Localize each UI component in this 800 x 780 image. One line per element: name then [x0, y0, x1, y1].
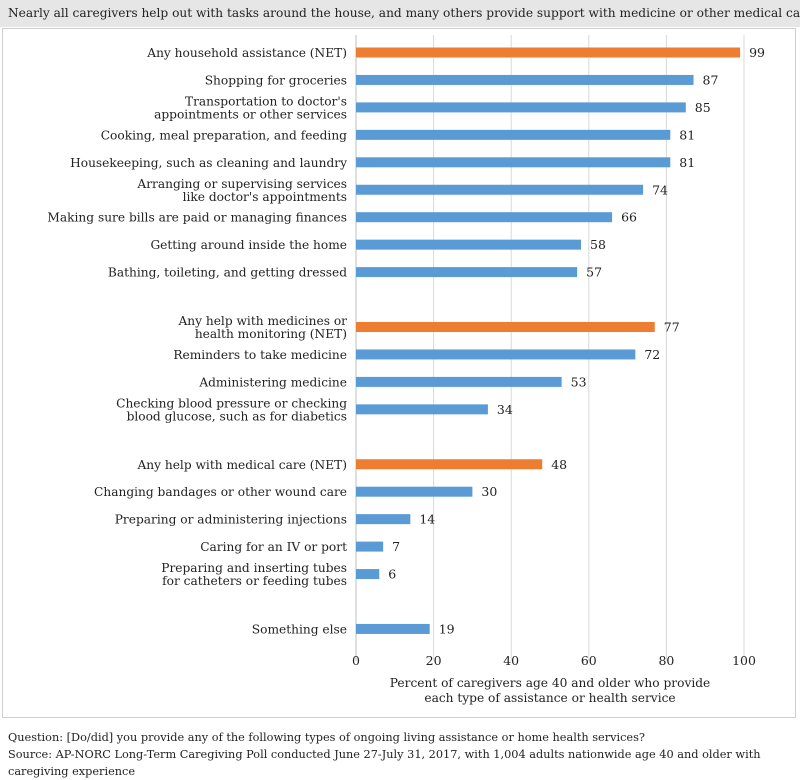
x-tick-label-60: 60 — [581, 653, 597, 668]
category-label-8: Bathing, toileting, and getting dressed — [108, 266, 347, 280]
bar-chart: 99 Any household assistance (NET) 87 Shoppi… — [47, 35, 765, 705]
category-label-10: Reminders to take medicine — [173, 348, 347, 362]
bar-1 — [356, 74, 694, 85]
category-label-11: Administering medicine — [198, 375, 347, 389]
title-bar: Nearly all caregivers help out with task… — [0, 0, 800, 27]
bar-0 — [356, 47, 741, 58]
value-label-5: 74 — [652, 182, 668, 197]
chart-frame: 99 Any household assistance (NET) 87 Shoppi… — [2, 28, 796, 718]
category-label-6: Making sure bills are paid or managing f… — [47, 211, 347, 225]
x-tick-label-40: 40 — [503, 653, 519, 668]
value-label-4: 81 — [679, 155, 695, 170]
bar-10 — [356, 349, 636, 360]
bar-12 — [356, 404, 488, 415]
value-label-14: 30 — [481, 484, 497, 499]
value-label-16: 7 — [392, 539, 400, 554]
bar-13 — [356, 459, 543, 470]
category-label-16: Caring for an IV or port — [200, 540, 347, 554]
category-label-1: Shopping for groceries — [205, 73, 347, 87]
value-label-2: 85 — [695, 100, 711, 115]
x-tick-label-80: 80 — [658, 653, 674, 668]
category-label-17: Preparing and inserting tubes for cathete… — [161, 561, 347, 588]
bar-8 — [356, 267, 578, 278]
value-label-15: 14 — [419, 512, 435, 527]
value-label-0: 99 — [749, 45, 765, 60]
category-label-9: Any help with medicines or health monitor… — [177, 314, 347, 341]
bar-14 — [356, 486, 473, 497]
chart-title: Nearly all caregivers help out with task… — [8, 6, 800, 20]
question-footnote: Question: [Do/did] you provide any of th… — [8, 731, 645, 744]
category-label-14: Changing bandages or other wound care — [94, 485, 347, 499]
category-label-2: Transportation to doctor's appointments o… — [154, 94, 347, 121]
value-label-18: 19 — [439, 621, 455, 636]
category-label-18: Something else — [252, 622, 347, 636]
x-tick-label-100: 100 — [732, 653, 756, 668]
value-label-9: 77 — [664, 320, 680, 335]
category-label-15: Preparing or administering injections — [115, 513, 347, 527]
bar-7 — [356, 239, 582, 250]
source-footnote: Source: AP-NORC Long-Term Caregiving Pol… — [8, 748, 761, 778]
value-label-7: 58 — [590, 237, 606, 252]
bar-6 — [356, 212, 613, 223]
category-label-0: Any household assistance (NET) — [146, 46, 347, 60]
x-axis-title: Percent of caregivers age 40 and older w… — [390, 676, 711, 705]
x-tick-label-0: 0 — [352, 653, 360, 668]
value-label-1: 87 — [703, 72, 719, 87]
category-label-7: Getting around inside the home — [150, 238, 347, 252]
value-label-6: 66 — [621, 210, 637, 225]
category-label-4: Housekeeping, such as cleaning and laund… — [70, 156, 347, 170]
bar-17 — [356, 569, 380, 580]
bar-11 — [356, 376, 562, 387]
value-label-8: 57 — [586, 265, 602, 280]
category-label-12: Checking blood pressure or checking blood… — [116, 396, 347, 423]
value-label-11: 53 — [571, 374, 587, 389]
x-tick-label-20: 20 — [426, 653, 442, 668]
bar-5 — [356, 184, 644, 195]
bar-18 — [356, 623, 430, 634]
bar-3 — [356, 129, 671, 140]
value-label-12: 34 — [497, 402, 513, 417]
category-label-3: Cooking, meal preparation, and feeding — [101, 128, 347, 142]
value-label-13: 48 — [551, 457, 567, 472]
bar-2 — [356, 102, 686, 113]
bar-4 — [356, 157, 671, 168]
category-label-5: Arranging or supervising services like do… — [136, 177, 347, 204]
bar-9 — [356, 322, 655, 332]
value-label-10: 72 — [644, 347, 660, 362]
category-label-13: Any help with medical care (NET) — [136, 458, 347, 472]
bar-16 — [356, 541, 384, 552]
bar-15 — [356, 514, 411, 525]
value-label-3: 81 — [679, 127, 695, 142]
value-label-17: 6 — [388, 567, 396, 582]
